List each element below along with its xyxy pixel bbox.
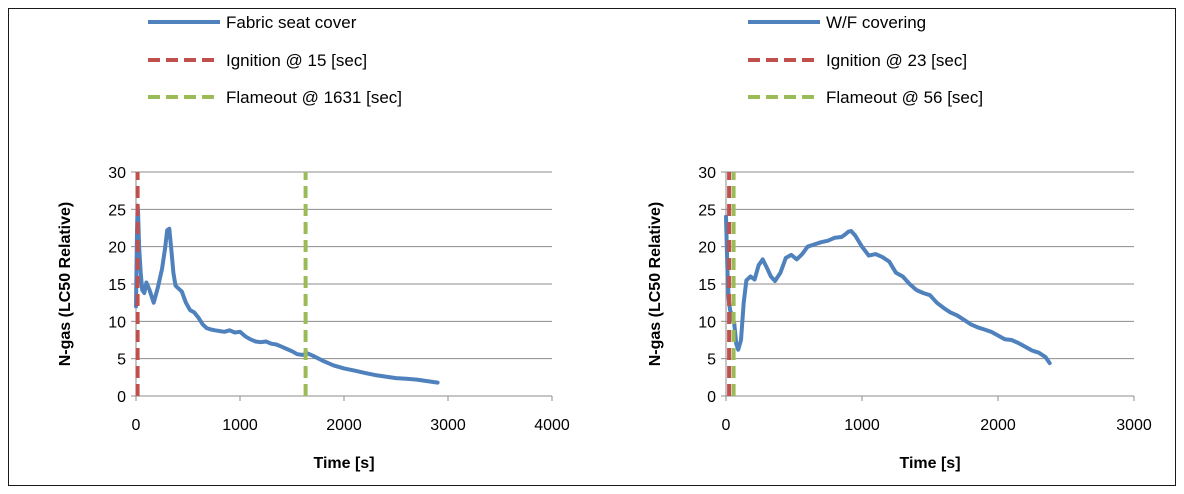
- series-line: [724, 214, 1052, 366]
- x-tick-label: 2000: [326, 417, 362, 434]
- y-tick-label: 30: [698, 165, 716, 182]
- y-tick-label: 5: [117, 352, 126, 369]
- y-tick-label: 0: [117, 389, 126, 406]
- x-tick-label: 1000: [222, 417, 258, 434]
- x-axis-label: Time [s]: [899, 455, 960, 472]
- y-tick-label: 20: [108, 240, 126, 257]
- x-tick-label: 3000: [1116, 417, 1152, 434]
- y-tick-label: 15: [698, 277, 716, 294]
- x-tick-label: 2000: [980, 417, 1016, 434]
- y-tick-label: 0: [707, 389, 716, 406]
- x-tick-label: 0: [722, 417, 731, 434]
- y-tick-label: 25: [698, 202, 716, 219]
- legend-label: Ignition @ 15 [sec]: [226, 51, 367, 70]
- x-axis-label: Time [s]: [313, 455, 374, 472]
- y-tick-label: 30: [108, 165, 126, 182]
- legend-label: Flameout @ 1631 [sec]: [226, 88, 402, 107]
- legend-label: Flameout @ 56 [sec]: [826, 88, 983, 107]
- y-tick-label: 20: [698, 240, 716, 257]
- y-axis-label: N-gas (LC50 Relative): [57, 202, 74, 367]
- x-tick-label: 0: [132, 417, 141, 434]
- chart-2: 0 5 10 15 20 25 30 0 1000 2000 3000 Time [s] N-gas (…: [647, 13, 1152, 472]
- y-axis-label: N-gas (LC50 Relative): [647, 202, 664, 367]
- y-tick-label: 10: [698, 314, 716, 331]
- chart-1: 0 5 10 15 20 25 30 0 1000 2000 3000 4000 Time [s] N-g…: [57, 13, 570, 472]
- y-tick-label: 5: [707, 352, 716, 369]
- y-tick-label: 25: [108, 202, 126, 219]
- x-tick-label: 1000: [844, 417, 880, 434]
- legend-label: W/F covering: [826, 13, 926, 32]
- legend-label: Fabric seat cover: [226, 13, 357, 32]
- legend-label: Ignition @ 23 [sec]: [826, 51, 967, 70]
- x-tick-label: 3000: [430, 417, 466, 434]
- x-tick-label: 4000: [534, 417, 570, 434]
- y-tick-label: 10: [108, 314, 126, 331]
- series-line: [134, 203, 440, 385]
- y-tick-label: 15: [108, 277, 126, 294]
